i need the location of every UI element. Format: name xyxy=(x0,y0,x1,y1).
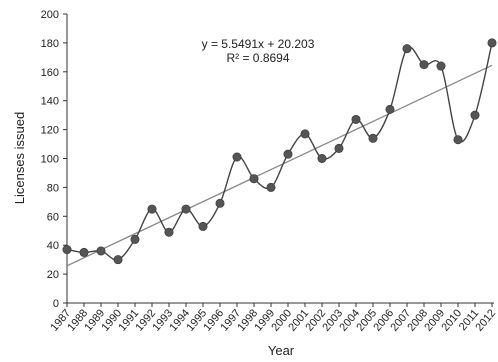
trendline-group xyxy=(66,64,493,267)
data-point xyxy=(232,152,242,162)
data-point xyxy=(147,204,157,214)
data-point xyxy=(113,255,123,265)
data-point xyxy=(181,204,191,214)
y-tick-label: 60 xyxy=(47,211,59,223)
data-point xyxy=(62,245,72,255)
data-point xyxy=(419,60,429,70)
data-point xyxy=(164,227,174,237)
trendline-equation: y = 5.5491x + 20.203 xyxy=(202,37,315,51)
data-point xyxy=(198,221,208,231)
y-tick-label: 160 xyxy=(41,67,59,79)
y-axis-label: Licenses issued xyxy=(12,112,27,205)
series-group xyxy=(62,38,497,265)
series-line xyxy=(66,42,493,261)
data-point xyxy=(79,247,89,257)
data-point xyxy=(351,114,361,124)
y-tick-label: 180 xyxy=(41,38,59,50)
data-point xyxy=(283,149,293,159)
data-point xyxy=(266,182,276,192)
data-point xyxy=(317,154,327,164)
data-point xyxy=(487,38,497,48)
y-tick-label: 120 xyxy=(41,125,59,137)
data-point xyxy=(215,198,225,208)
data-point xyxy=(130,234,140,244)
y-tick-label: 200 xyxy=(41,9,59,21)
data-point xyxy=(334,143,344,153)
y-tick-label: 140 xyxy=(41,96,59,108)
x-tick-label: 2012 xyxy=(473,307,498,333)
data-point xyxy=(96,246,106,256)
data-point xyxy=(470,110,480,120)
data-point xyxy=(385,104,395,114)
y-tick-label: 100 xyxy=(41,154,59,166)
data-point xyxy=(368,133,378,143)
data-point xyxy=(453,135,463,145)
data-point xyxy=(402,44,412,54)
data-point xyxy=(249,174,259,184)
y-tick-label: 20 xyxy=(47,269,59,281)
trendline-r2: R² = 0.8694 xyxy=(226,51,289,65)
y-axis-ticks: 0 20 40 60 80 100 120 140 160 180 200 xyxy=(41,9,67,310)
trendline xyxy=(66,64,493,267)
x-axis-ticks: 1987198819891990199119921993199419951996… xyxy=(48,303,498,334)
y-tick-label: 40 xyxy=(47,240,59,252)
y-tick-label: 0 xyxy=(53,298,59,310)
data-point xyxy=(300,129,310,139)
data-point xyxy=(436,61,446,71)
y-tick-label: 80 xyxy=(47,182,59,194)
x-axis-label: Year xyxy=(268,343,295,358)
